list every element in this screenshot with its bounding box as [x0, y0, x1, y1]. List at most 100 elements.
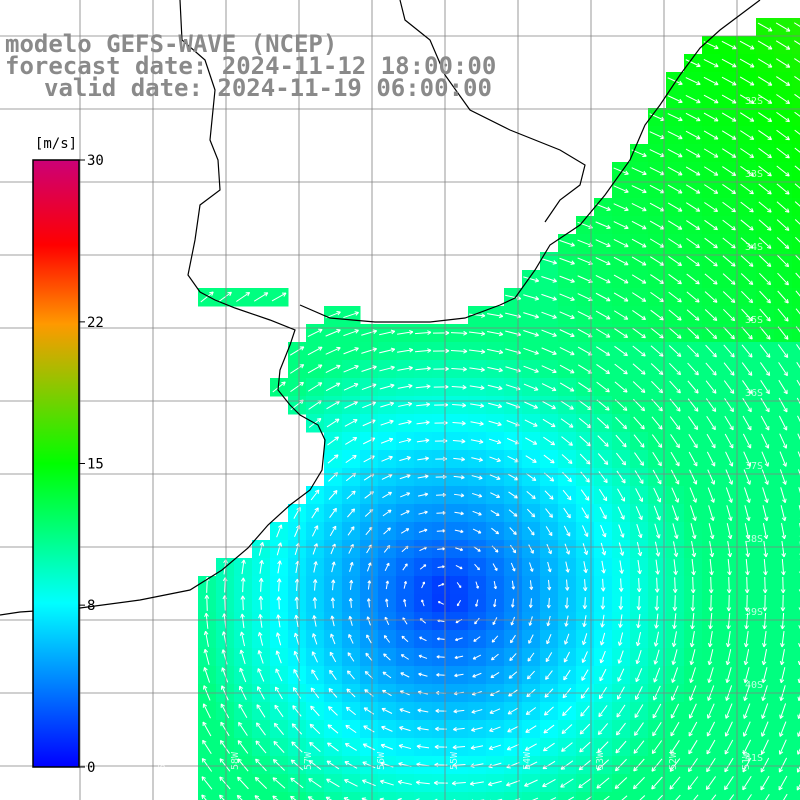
wind-arrow-head	[565, 550, 570, 555]
wind-arrow	[579, 435, 591, 447]
wind-speed-cell	[702, 792, 721, 800]
wind-arrow	[314, 597, 316, 609]
wind-arrow-head	[329, 669, 334, 675]
wind-arrow-head	[473, 638, 477, 642]
wind-arrow	[202, 721, 212, 737]
wind-arrow	[366, 562, 372, 572]
wind-arrow-head	[509, 657, 513, 662]
wind-arrow	[670, 434, 680, 448]
wind-speed-cell	[792, 162, 800, 181]
wind-arrow-head	[390, 347, 396, 353]
wind-arrow-head	[470, 745, 475, 750]
wind-arrow-head	[731, 226, 736, 231]
wind-arrow-head	[767, 190, 772, 195]
wind-arrow	[670, 703, 680, 719]
wind-arrow	[703, 112, 719, 122]
wind-arrow-head	[696, 80, 701, 86]
wind-arrow-head	[640, 406, 646, 412]
wind-arrow-head	[202, 703, 208, 708]
wind-arrow	[455, 637, 463, 641]
wind-arrow-head	[333, 472, 339, 477]
wind-arrow	[705, 326, 717, 340]
wind-speed-cell	[792, 486, 800, 505]
wind-arrow-head	[726, 589, 732, 594]
wind-arrow-head	[562, 693, 568, 699]
wind-arrow	[794, 40, 800, 45]
wind-arrow-head	[640, 424, 645, 430]
wind-arrow	[739, 112, 755, 122]
wind-arrow	[366, 544, 372, 554]
wind-arrow-head	[760, 768, 765, 773]
wind-arrow-head	[462, 402, 467, 408]
wind-arrow	[762, 667, 768, 683]
wind-arrow-head	[691, 571, 696, 576]
wind-arrow	[547, 615, 551, 627]
wind-arrow	[525, 743, 537, 751]
wind-arrow-head	[760, 750, 766, 755]
wind-arrow	[415, 385, 431, 389]
latitude-label: 40S	[745, 680, 763, 691]
wind-arrow	[415, 367, 431, 371]
wind-arrow	[668, 309, 682, 321]
wind-arrow-head	[779, 696, 784, 702]
wind-arrow-head	[767, 63, 773, 68]
wind-arrow	[452, 439, 466, 443]
wind-arrow	[365, 526, 373, 536]
wind-arrow-head	[561, 729, 567, 734]
wind-arrow-head	[388, 455, 393, 461]
wind-arrow	[654, 649, 660, 665]
wind-arrow-head	[760, 785, 765, 791]
wind-arrow-head	[695, 189, 701, 194]
wind-arrow	[721, 40, 737, 50]
wind-arrow-head	[460, 457, 465, 462]
wind-arrow	[200, 291, 214, 303]
wind-arrow	[559, 382, 575, 392]
wind-arrow-head	[534, 350, 539, 355]
wind-arrow	[689, 469, 697, 485]
wind-arrow-head	[677, 243, 683, 248]
wind-arrow	[703, 130, 719, 140]
wind-arrow	[671, 667, 679, 683]
wind-arrow-head	[624, 224, 629, 230]
wind-arrow	[616, 704, 626, 718]
wind-arrow-head	[310, 687, 316, 693]
wind-arrow	[419, 618, 427, 624]
wind-arrow-head	[435, 726, 439, 732]
wind-arrow	[545, 670, 553, 680]
wind-arrow-head	[565, 568, 570, 573]
wind-arrow-head	[780, 625, 785, 630]
wind-arrow	[794, 147, 800, 153]
wind-arrow	[218, 291, 232, 303]
wind-arrow	[600, 524, 606, 538]
wind-arrow-head	[534, 277, 540, 283]
wind-arrow	[450, 350, 468, 352]
wind-arrow-head	[436, 655, 440, 659]
wind-arrow-head	[659, 297, 664, 303]
wind-arrow	[582, 633, 588, 645]
wind-arrow-head	[419, 636, 423, 640]
wind-arrow-head	[767, 27, 773, 32]
wind-arrow-head	[274, 704, 279, 710]
wind-speed-cell	[792, 360, 800, 379]
wind-arrow-head	[311, 651, 316, 656]
wind-arrow-head	[619, 533, 625, 538]
wind-arrow-head	[334, 418, 340, 423]
wind-arrow	[668, 256, 682, 266]
wind-speed-cell	[792, 126, 800, 145]
wind-arrow-head	[474, 621, 478, 625]
wind-arrow	[544, 490, 554, 500]
wind-arrow	[667, 113, 683, 121]
wind-arrow-head	[276, 614, 281, 619]
wind-arrow-head	[781, 571, 786, 576]
wind-arrow	[205, 613, 209, 629]
wind-arrow-head	[328, 706, 333, 711]
wind-arrow	[725, 721, 733, 737]
wind-arrow	[613, 203, 629, 211]
wind-arrow	[416, 763, 430, 767]
wind-arrow	[456, 582, 462, 588]
wind-arrow-head	[513, 494, 518, 499]
wind-arrow-head	[582, 605, 588, 610]
wind-arrow	[761, 721, 769, 737]
wind-arrow	[632, 327, 646, 339]
wind-arrow	[421, 599, 425, 607]
